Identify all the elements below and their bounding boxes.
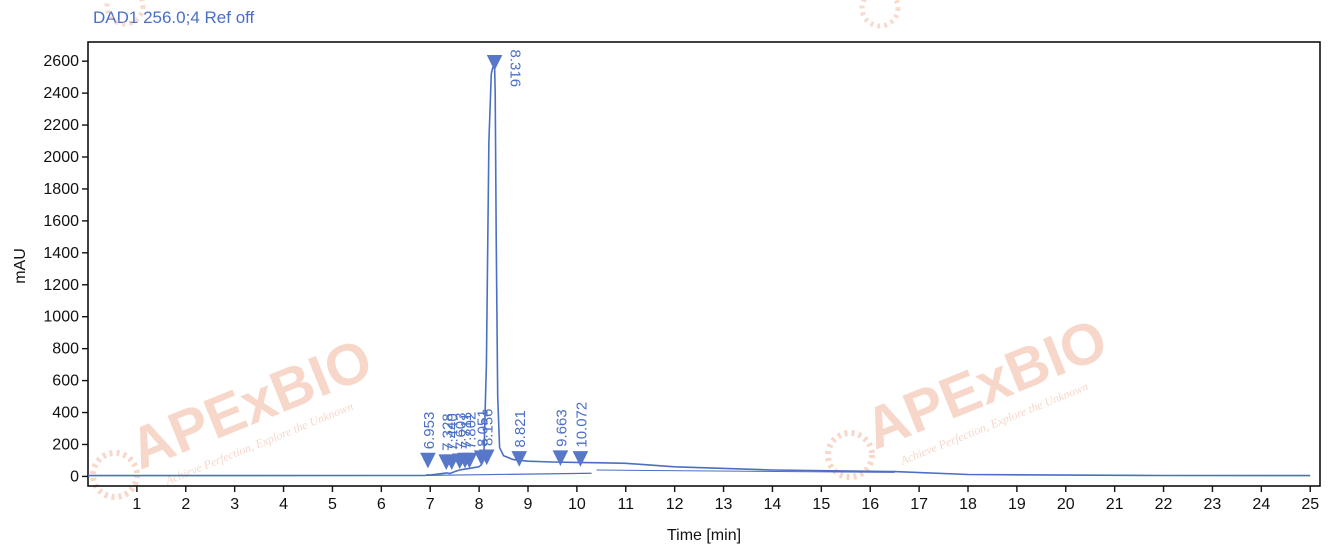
- y-tick-label: 2000: [43, 149, 79, 166]
- y-tick-label: 1200: [43, 277, 79, 294]
- watermark-logo-mark: [859, 0, 901, 29]
- peak-marker: [461, 452, 478, 469]
- y-tick-label: 1600: [43, 213, 79, 230]
- x-tick-label: 15: [812, 496, 830, 513]
- peak-label: 8.821: [512, 410, 529, 448]
- x-tick-label: 14: [764, 496, 782, 513]
- x-tick-label: 5: [328, 496, 337, 513]
- x-tick-label: 10: [568, 496, 586, 513]
- trace-layer: [87, 63, 1311, 477]
- x-tick-label: 25: [1301, 496, 1319, 513]
- y-tick-label: 600: [52, 373, 79, 390]
- integration-baseline: [596, 469, 895, 473]
- y-tick-label: 0: [70, 468, 79, 485]
- y-tick-label: 1800: [43, 181, 79, 198]
- x-tick-label: 16: [861, 496, 879, 513]
- x-tick-label: 8: [475, 496, 484, 513]
- y-tick-label: 2400: [43, 85, 79, 102]
- plot-frame: [87, 41, 1321, 487]
- x-tick-label: 3: [230, 496, 239, 513]
- peak-label: 8.156: [480, 408, 497, 446]
- peak-label: 9.663: [553, 409, 570, 447]
- peak-label: 7.802: [462, 412, 479, 450]
- x-tick-label: 13: [715, 496, 733, 513]
- y-tick-label: 800: [52, 341, 79, 358]
- y-tick-label: 400: [52, 405, 79, 422]
- x-tick-label: 7: [426, 496, 435, 513]
- x-tick-label: 2: [181, 496, 190, 513]
- x-tick-label: 20: [1057, 496, 1075, 513]
- x-tick-label: 22: [1155, 496, 1173, 513]
- peak-marker: [572, 451, 589, 467]
- y-tick-label: 1000: [43, 309, 79, 326]
- x-tick-label: 1: [132, 496, 141, 513]
- x-axis-title: Time [min]: [667, 527, 741, 544]
- peak-label: 7.711: [458, 413, 475, 449]
- peak-label: 10.072: [573, 402, 590, 448]
- peak-label: 8.316: [507, 50, 524, 88]
- x-tick-label: 6: [377, 496, 386, 513]
- x-axis: 1 2 3 4 5 6 7 8 9 10 11 12 13 14 15 16 17 18 19 20 21 22 23 24 2…: [132, 486, 1319, 513]
- y-tick-label: 1400: [43, 245, 79, 262]
- integration-baseline: [425, 472, 592, 477]
- peak-label: 7.440: [445, 413, 462, 451]
- x-tick-label: 4: [279, 496, 288, 513]
- y-tick-label: 2600: [43, 53, 79, 70]
- x-tick-label: 23: [1204, 496, 1222, 513]
- x-tick-label: 24: [1252, 496, 1270, 513]
- peak-marker: [486, 55, 503, 71]
- peak-label: 6.953: [421, 412, 438, 450]
- x-tick-label: 19: [1008, 496, 1026, 513]
- peak-marker: [420, 452, 436, 469]
- peak-layer: 6.953 7.3287.4407.6037.7117.8028.0518.156…: [420, 50, 590, 470]
- peak-marker: [552, 450, 569, 466]
- watermark-logo-mark: [104, 0, 146, 27]
- x-tick-label: 21: [1106, 496, 1124, 513]
- x-tick-label: 12: [666, 496, 684, 513]
- x-tick-label: 11: [617, 496, 634, 513]
- peak-label: 7.328: [439, 413, 456, 451]
- detector-title: DAD1 256.0;4 Ref off: [93, 8, 255, 27]
- y-axis-title: mAU: [12, 248, 29, 284]
- y-axis: 0 200 400 600 800 1000 1200 1400 1600 1800 2000 220…: [43, 53, 88, 485]
- watermark-logo-mark: [825, 430, 875, 480]
- y-tick-label: 200: [52, 436, 79, 453]
- peak-marker: [478, 449, 495, 466]
- x-tick-label: 18: [959, 496, 977, 513]
- y-tick-label: 2200: [43, 117, 79, 134]
- peak-label: 8.051: [475, 409, 492, 447]
- x-tick-label: 9: [524, 496, 533, 513]
- peak-label: 7.603: [453, 412, 470, 450]
- chromatogram-trace: [87, 63, 1311, 477]
- x-tick-label: 17: [910, 496, 928, 513]
- peak-marker: [511, 451, 528, 467]
